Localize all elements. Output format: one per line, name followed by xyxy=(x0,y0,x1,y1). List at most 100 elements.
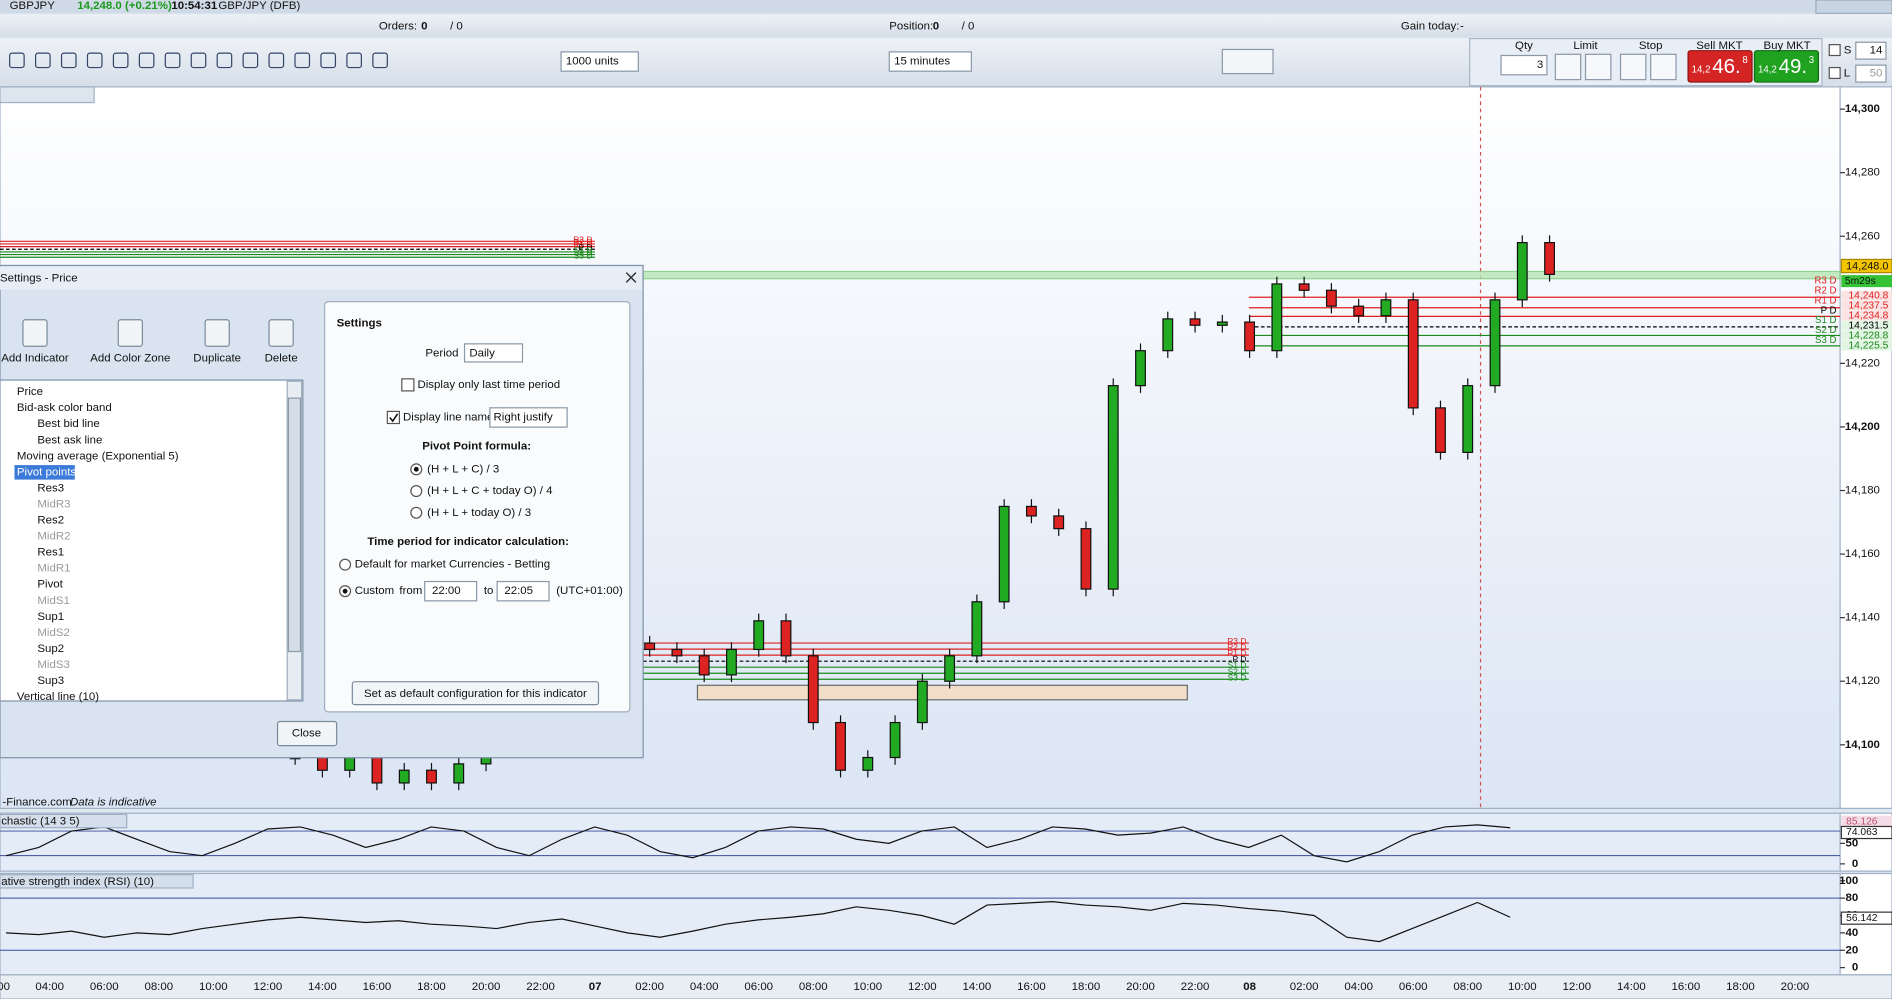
level-tag xyxy=(1841,320,1892,331)
order-icon[interactable] xyxy=(1554,53,1582,81)
time-input[interactable] xyxy=(496,580,550,602)
buy-price[interactable]: 49. xyxy=(1779,55,1808,78)
tool-icon[interactable] xyxy=(138,52,155,69)
tool-icon[interactable] xyxy=(164,52,181,69)
buy-button[interactable] xyxy=(1753,50,1819,83)
l-input-text[interactable]: 50 xyxy=(1870,68,1883,80)
sell-button[interactable] xyxy=(1687,50,1753,83)
tree-item[interactable]: Res1 xyxy=(37,547,64,559)
candle xyxy=(1298,283,1310,291)
buy-price[interactable]: 3 xyxy=(1809,55,1814,66)
tool-icon[interactable] xyxy=(190,52,207,69)
radio-label: Default for market Currencies - Betting xyxy=(355,559,550,571)
time-input[interactable] xyxy=(424,580,478,602)
qty-input-text[interactable]: 3 xyxy=(1537,59,1543,71)
tool-icon[interactable] xyxy=(86,52,103,69)
s-checkbox[interactable] xyxy=(1828,44,1841,57)
chart-type-button[interactable] xyxy=(1221,48,1274,75)
x-tick-label: 12:00 xyxy=(1562,981,1591,993)
tree-item[interactable]: Best ask line xyxy=(37,434,102,446)
s-input-text[interactable]: 14 xyxy=(1870,45,1883,57)
set-default-button[interactable] xyxy=(351,681,600,706)
candle xyxy=(453,763,465,784)
level-tag xyxy=(1841,330,1892,341)
close-button-text[interactable]: Close xyxy=(292,728,321,740)
radio[interactable] xyxy=(410,506,423,519)
tree-item[interactable]: MidS3 xyxy=(37,659,69,671)
to-time[interactable]: 22:05 xyxy=(504,585,533,597)
tool-button[interactable]: Add Indicator xyxy=(1,352,69,364)
close-button[interactable] xyxy=(276,720,338,747)
buy-label: Buy MKT xyxy=(1763,40,1810,52)
order-icon[interactable] xyxy=(1619,53,1647,81)
order-icon[interactable] xyxy=(1650,53,1677,81)
tool-button-icon[interactable] xyxy=(204,319,230,347)
tool-button[interactable]: Delete xyxy=(265,352,298,364)
tree-item[interactable]: Price xyxy=(17,386,43,398)
units-select-text[interactable]: 1000 units xyxy=(566,56,619,68)
interval-select-text[interactable]: 15 minutes xyxy=(894,56,950,68)
tree-item[interactable]: Moving average (Exponential 5) xyxy=(17,450,179,462)
tool-icon[interactable] xyxy=(216,52,233,69)
period-select[interactable] xyxy=(463,343,524,363)
scroll-thumb[interactable] xyxy=(287,397,302,653)
justify-select-text[interactable]: Right justify xyxy=(494,411,553,423)
tool-icon[interactable] xyxy=(268,52,285,69)
from-time[interactable]: 22:00 xyxy=(432,585,461,597)
candle xyxy=(398,769,410,784)
tree-item[interactable]: MidS1 xyxy=(37,595,69,607)
tool-icon[interactable] xyxy=(346,52,362,69)
l-checkbox[interactable] xyxy=(1828,66,1841,80)
tool-button[interactable]: Duplicate xyxy=(193,352,241,364)
order-icon[interactable] xyxy=(1584,53,1612,81)
tool-icon[interactable] xyxy=(372,52,388,69)
tool-icon[interactable] xyxy=(34,52,51,69)
tool-icon[interactable] xyxy=(112,52,129,69)
sell-price[interactable]: 46. xyxy=(1712,55,1741,78)
units-select[interactable] xyxy=(560,51,639,72)
tree-item[interactable]: Best bid line xyxy=(37,418,99,430)
sell-price[interactable]: 8 xyxy=(1742,55,1747,66)
x-axis xyxy=(0,974,1892,999)
tool-button-icon[interactable] xyxy=(268,319,294,347)
y-tick-label: 50 xyxy=(1845,837,1858,849)
tree-item[interactable]: Sup2 xyxy=(37,643,64,655)
tool-icon[interactable] xyxy=(9,52,25,69)
tree-item[interactable]: MidS2 xyxy=(37,627,69,639)
tree-item[interactable]: Pivot points xyxy=(17,466,76,478)
s-input[interactable] xyxy=(1855,41,1887,60)
tool-icon[interactable] xyxy=(60,52,77,69)
l-input[interactable] xyxy=(1855,64,1887,83)
tool-button[interactable]: Add Color Zone xyxy=(90,352,170,364)
radio[interactable] xyxy=(410,485,423,498)
tree-item[interactable]: MidR2 xyxy=(37,531,70,543)
tree-item[interactable]: Vertical line (10) xyxy=(17,691,99,703)
tree-item[interactable]: Sup3 xyxy=(37,675,64,687)
tree-item[interactable]: Res3 xyxy=(37,482,64,494)
tree-item[interactable]: Bid-ask color band xyxy=(17,402,112,414)
justify-select[interactable] xyxy=(489,407,568,428)
tree-item[interactable]: Sup1 xyxy=(37,611,64,623)
tool-button-icon[interactable] xyxy=(117,319,143,347)
tree-item[interactable]: Res2 xyxy=(37,515,64,527)
tree-item[interactable]: MidR1 xyxy=(37,563,70,575)
tool-icon[interactable] xyxy=(294,52,311,69)
radio[interactable] xyxy=(339,558,352,571)
checkbox[interactable] xyxy=(401,378,415,392)
tool-icon[interactable] xyxy=(242,52,259,69)
qty-input[interactable] xyxy=(1500,54,1548,76)
tree-item[interactable]: Pivot xyxy=(37,579,63,591)
gain-value: - xyxy=(1460,21,1464,33)
pivot-name: R2 D xyxy=(573,237,592,247)
period-select-text[interactable]: Daily xyxy=(469,348,495,360)
tool-button-icon[interactable] xyxy=(22,319,48,347)
checkbox[interactable] xyxy=(386,410,400,425)
set-default-button-text[interactable]: Set as default configuration for this in… xyxy=(364,688,587,700)
interval-select[interactable] xyxy=(888,51,972,72)
sell-price[interactable]: 14,2 xyxy=(1692,65,1711,76)
tool-icon[interactable] xyxy=(320,52,337,69)
buy-price[interactable]: 14,2 xyxy=(1758,65,1777,76)
x-tick-label: 12:00 xyxy=(908,981,937,993)
tree-item[interactable]: MidR3 xyxy=(37,498,70,510)
x-tick-label: 10:00 xyxy=(1508,981,1537,993)
